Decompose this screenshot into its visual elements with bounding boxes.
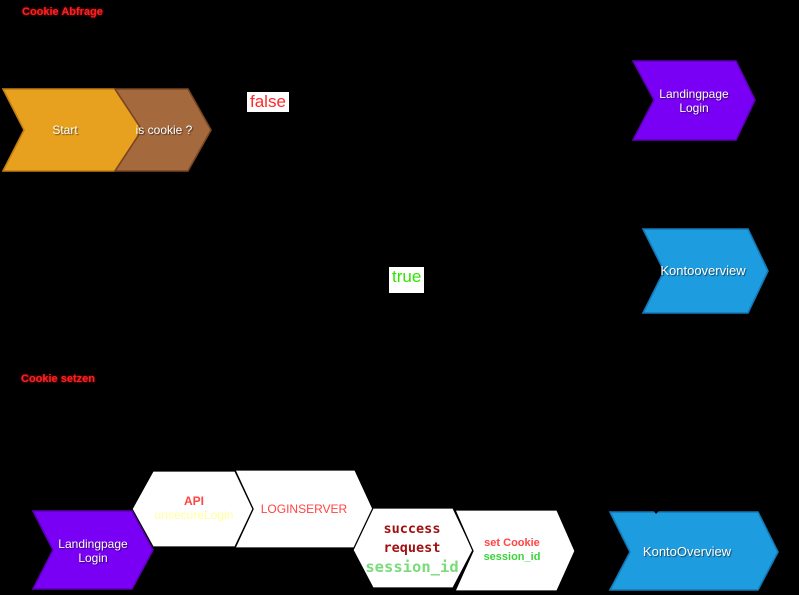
landingpage-login-bottom-shape [31,510,154,590]
connector-arrowhead-icon [649,504,663,514]
edge-label-false: false [247,92,289,112]
success-request-shape [352,507,474,589]
section-title-cookie-abfrage: Cookie Abfrage [22,6,103,18]
landingpage-login-top-shape [631,60,756,141]
kontooverview-shape [641,228,769,314]
kontooverview-bottom-shape [608,511,779,591]
loginserver-shape [233,469,374,549]
start-shape [1,88,143,172]
set-cookie-shape [453,509,576,592]
api-unsecurelogin-shape [131,470,254,548]
is-cookie-decision-shape [113,88,212,172]
section-title-cookie-setzen: Cookie setzen [21,373,95,385]
edge-label-true: true [389,267,425,293]
